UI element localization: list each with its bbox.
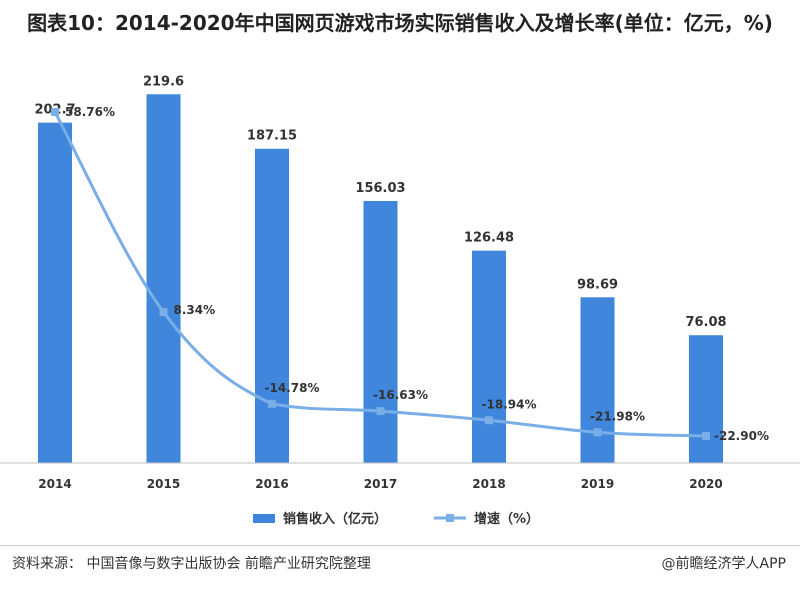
bar-label-2018: 126.48 [464,231,514,246]
bar-label-2016: 187.15 [247,129,297,144]
growth-rate-markers [51,108,710,440]
rate-label-2016: -14.78% [265,381,320,395]
bar-series [38,94,723,463]
chart-title: 图表10：2014-2020年中国网页游戏市场实际销售收入及增长率(单位：亿元，… [27,11,773,35]
bar-2020 [689,335,723,463]
rate-label-2014: 58.76% [65,105,115,119]
legend-bar-label: 销售收入（亿元） [283,511,387,527]
rate-marker-2020 [702,432,710,440]
rate-label-2015: 8.34% [174,303,216,317]
growth-rate-labels: 58.76% 8.34% -14.78% -16.63% -18.94% -21.98% -… [65,105,769,443]
rate-label-2019: -21.98% [590,409,645,423]
source-note: 资料来源： 中国音像与数字出版协会 前瞻产业研究院整理 [12,556,371,572]
rate-marker-2015 [159,308,168,317]
bar-label-2019: 98.69 [577,277,618,292]
x-tick-2020: 2020 [689,477,722,491]
legend-line-label: 增速（%） [474,511,539,527]
x-tick-2018: 2018 [472,477,505,491]
x-tick-2017: 2017 [364,477,397,491]
rate-marker-2014 [51,108,59,116]
bar-2018 [472,250,506,463]
bar-2014 [38,122,72,463]
bar-label-2020: 76.08 [685,315,726,330]
x-tick-2014: 2014 [38,477,71,491]
bar-label-2015: 219.6 [143,74,184,89]
rate-label-2017: -16.63% [373,388,428,402]
x-axis-tick-labels: 2014 2015 2016 2017 2018 2019 2020 [38,477,722,491]
rate-marker-2016 [268,399,276,408]
footer-divider [0,545,800,546]
rate-label-2018: -18.94% [482,397,537,411]
legend-bar-swatch [253,514,275,523]
rate-marker-2017 [376,407,385,416]
rate-marker-2018 [485,416,493,425]
rate-marker-2019 [593,428,602,437]
rate-label-2020: -22.90% [714,429,769,443]
credit-note: @前瞻经济学人APP [661,556,786,572]
bar-2017 [363,200,398,463]
x-tick-2019: 2019 [581,477,614,491]
bar-label-2017: 156.03 [355,181,405,196]
x-tick-2015: 2015 [147,477,180,491]
legend-line-marker [446,514,454,522]
bar-2015 [146,94,181,463]
x-tick-2016: 2016 [255,477,288,491]
legend: 销售收入（亿元） 增速（%） [253,511,539,527]
bar-2016 [255,148,289,463]
bar-2019 [580,297,615,463]
